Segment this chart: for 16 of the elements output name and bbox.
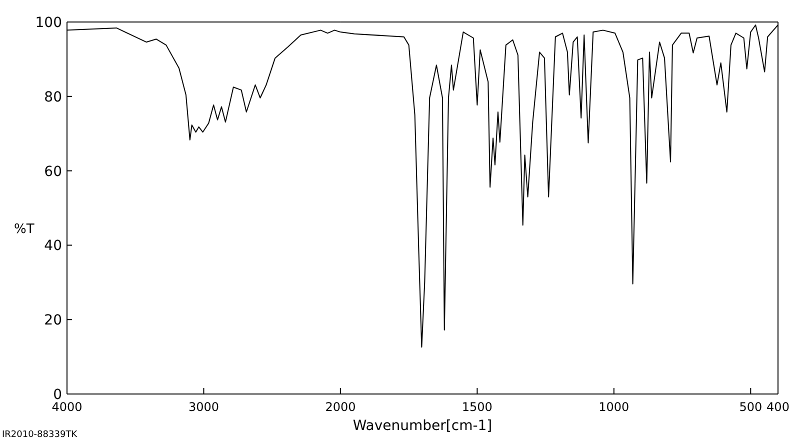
- y-tick-label: 0: [53, 387, 62, 403]
- x-axis-title: Wavenumber[cm-1]: [352, 418, 492, 434]
- x-tick-label: 1000: [598, 400, 630, 414]
- x-tick-label: 4000: [52, 400, 82, 414]
- y-tick-label: 60: [44, 164, 62, 180]
- x-tick-label: 3000: [188, 400, 220, 414]
- x-tick-label: 500: [739, 400, 762, 414]
- y-tick-label: 80: [44, 89, 62, 106]
- y-tick-label: 40: [44, 238, 62, 254]
- y-axis-title: %T: [14, 222, 34, 237]
- text: IR2010-88339TK: [2, 430, 78, 440]
- x-tick-label: 400: [766, 400, 790, 414]
- x-tick-label: 1500: [462, 400, 492, 414]
- x-tick-label: 2000: [325, 400, 356, 414]
- y-tick-label: 20: [44, 312, 62, 329]
- y-tick-label: 100: [35, 15, 62, 31]
